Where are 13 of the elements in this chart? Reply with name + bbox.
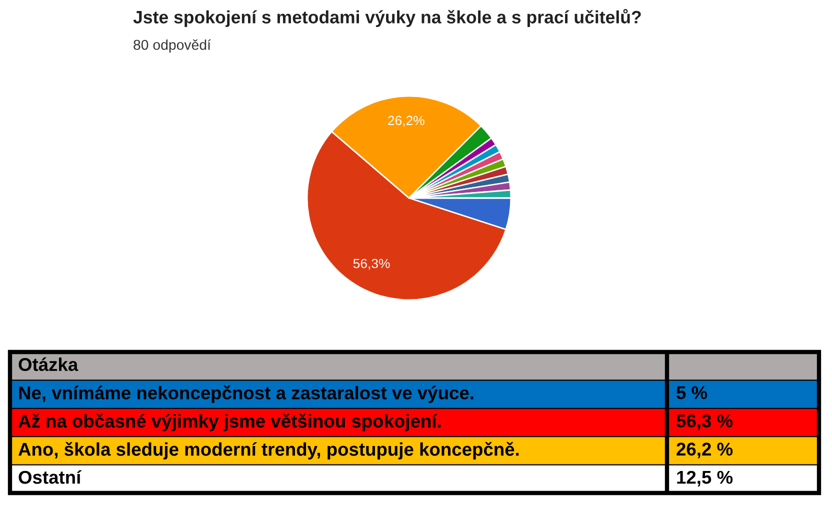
text: 80 odpovědí [134, 39, 211, 53]
legend-title: Otázka [18, 357, 78, 372]
category-label: Až na občasné výjimky jsme většinou spokojení. [18, 414, 441, 432]
chart-title: Jste spokojení s metodami výuky na škole a s prací učitelů? [133, 9, 641, 27]
category-label: Ne, vnímáme nekoncepčnost a zastaralost ve výuce. [19, 386, 474, 404]
text: 5 % [676, 386, 708, 400]
category-label: Ano, škola sleduje moderní trendy, postupuje koncepčně. [18, 442, 519, 460]
text: 26,2 % [676, 442, 733, 458]
data-label: 56,3% [353, 258, 390, 270]
category-label: Ostatní [18, 470, 82, 484]
text: 56,3 % [676, 414, 733, 430]
text: 12,5 % [677, 470, 733, 486]
data-label: 26,2% [388, 116, 424, 127]
